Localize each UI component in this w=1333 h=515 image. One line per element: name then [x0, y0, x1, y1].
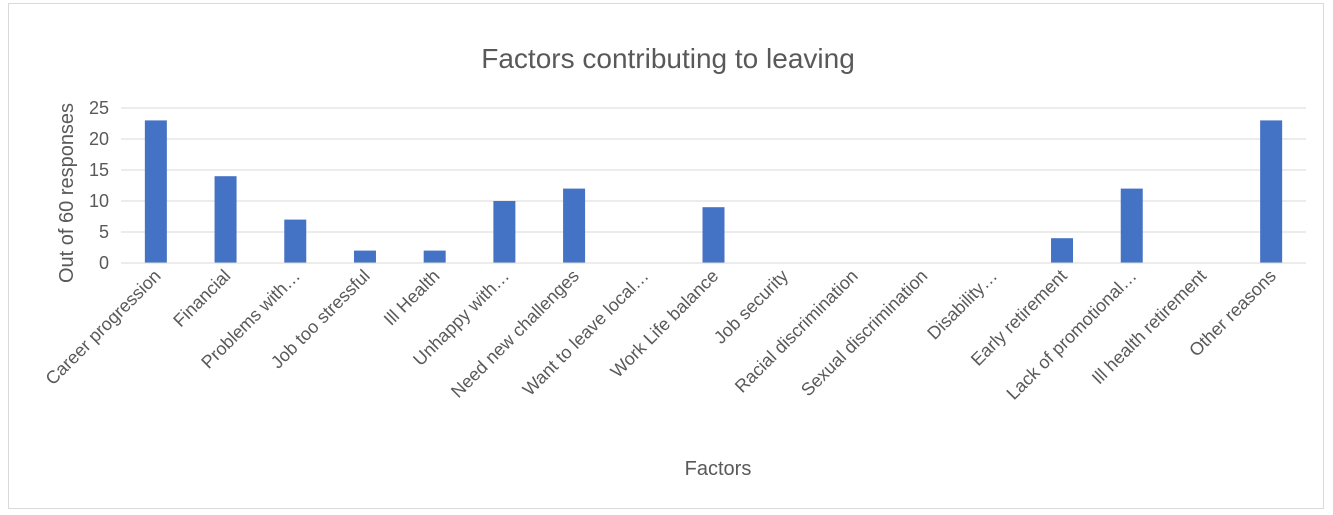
y-tick-label: 15 — [89, 160, 109, 180]
chart-title: Factors contributing to leaving — [481, 43, 855, 74]
chart-frame: Factors contributing to leaving 0 5 10 15 20… — [8, 3, 1324, 509]
x-tick-label: Ill health retirement — [1088, 266, 1210, 388]
bar — [1260, 120, 1283, 264]
x-tick-label: Racial discrimination — [731, 266, 862, 397]
bar — [1051, 238, 1074, 263]
x-axis-title: Factors — [685, 458, 752, 480]
y-axis-title: Out of 60 responses — [56, 103, 78, 283]
y-tick-label: 0 — [99, 253, 109, 273]
bar — [563, 188, 586, 263]
y-tick-label: 20 — [89, 129, 109, 149]
bars — [144, 120, 1283, 264]
x-tick-label: Career progression — [42, 266, 165, 389]
x-tick-label: Need new challenges — [447, 266, 583, 402]
x-tick-label: Want to leave local… — [519, 266, 653, 400]
bar — [214, 176, 237, 263]
y-axis-ticks: 0 5 10 15 20 25 — [89, 98, 109, 273]
y-tick-label: 25 — [89, 98, 109, 118]
bar — [1120, 188, 1143, 263]
y-tick-label: 5 — [99, 222, 109, 242]
y-tick-label: 10 — [89, 191, 109, 211]
bar — [144, 120, 167, 264]
x-tick-label: Lack of promotional… — [1003, 266, 1141, 404]
bar — [353, 250, 376, 263]
x-tick-label: Ill Health — [380, 266, 444, 330]
bar — [702, 207, 725, 263]
bar — [284, 219, 307, 263]
bar — [423, 250, 446, 263]
gridlines — [121, 107, 1306, 233]
x-tick-label: Financial — [169, 266, 234, 331]
bar — [493, 201, 516, 263]
x-tick-label: Sexual discrimination — [797, 266, 931, 400]
chart-svg: Factors contributing to leaving 0 5 10 15 20… — [42, 43, 1306, 480]
